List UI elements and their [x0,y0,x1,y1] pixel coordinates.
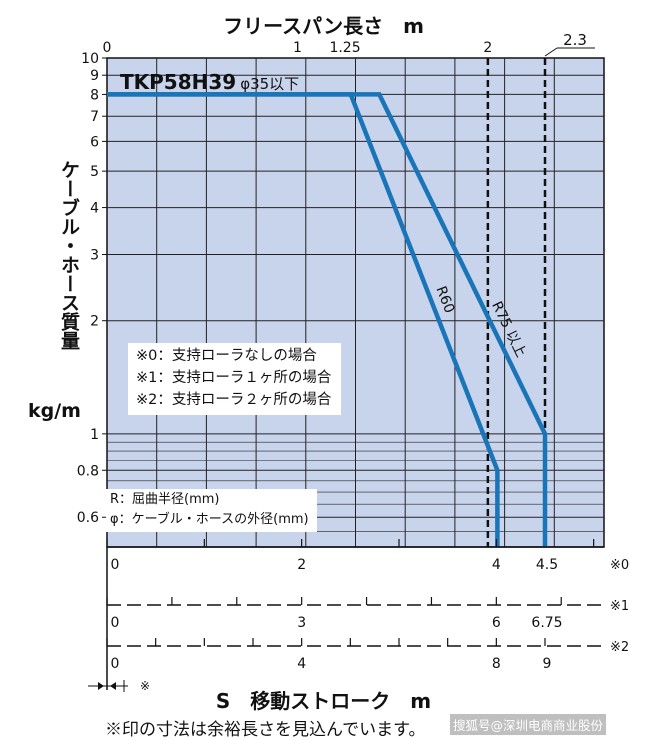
stroke-scale-label-0-4.5: 4.5 [536,557,558,573]
margin-marker-symbol: ※ [140,679,150,693]
stroke-scale-label-1-3: 3 [297,615,306,631]
legend-line-0: ※0：支持ローラなしの場合 [136,348,317,364]
margin-marker-arrow-right [98,682,104,690]
stroke-scale-label-2-9: 9 [543,656,552,672]
product-label: TKP58H39 φ35以下 [120,70,299,94]
top-tick-label-1: 1 [293,40,302,56]
legend-line-1: ※1：支持ローラ１ヶ所の場合 [136,370,332,386]
note-radius: R：屈曲半径(mm) [110,492,220,507]
bottom-axis-title: S 移動ストローク m [215,689,432,713]
y-tick-label-1: 1 [90,427,99,443]
y-tick-label-3: 3 [90,248,99,264]
product-diameter: φ35以下 [240,75,300,93]
left-axis-unit: kg/m [28,400,81,422]
stroke-scale-label-1-6: 6 [492,615,501,631]
stroke-scale-label-2-0: 0 [111,656,120,672]
y-tick-label-0.6: 0.6 [77,510,99,526]
stroke-scale-label-1-6.75: 6.75 [531,615,562,631]
footnote: ※印の寸法は余裕長さを見込んでいます。 [105,720,426,740]
support-roller-legend: ※0：支持ローラなしの場合 ※1：支持ローラ１ヶ所の場合 ※2：支持ローラ２ヶ所… [128,343,342,415]
stroke-scale-label-0-0: 0 [111,557,120,573]
y-tick-label-0.8: 0.8 [77,463,99,479]
note-diameter: φ：ケーブル・ホースの外径(mm) [110,512,309,527]
margin-marker-arrow-left [110,682,116,690]
stroke-scale-label-0-4: 4 [492,557,501,573]
left-axis-title: ケーブル・ホース質量 [58,160,80,350]
top-tick-label-2.3: 2.3 [563,31,587,49]
stroke-scale-label-0-2: 2 [297,557,306,573]
y-tick-label-6: 6 [90,134,99,150]
top-tick-label-0: 0 [103,40,112,56]
stroke-scale-label-2-8: 8 [492,656,501,672]
stroke-scale-marker-2: ※2 [610,640,629,655]
y-tick-label-2: 2 [90,314,99,330]
y-tick-label-8: 8 [90,87,99,103]
stroke-scale-marker-1: ※1 [610,599,629,614]
top-tick-label-1.25: 1.25 [329,40,360,56]
y-tick-label-4: 4 [90,201,99,217]
stroke-scale-marker-0: ※0 [610,558,629,573]
top-tick-leader-2.3 [544,47,558,57]
legend-line-2: ※2：支持ローラ２ヶ所の場合 [136,392,332,408]
top-tick-label-2: 2 [483,40,492,56]
symbol-note: R：屈曲半径(mm) φ：ケーブル・ホースの外径(mm) [106,489,317,532]
y-tick-label-5: 5 [90,164,99,180]
y-tick-label-10: 10 [81,51,99,67]
y-tick-label-7: 7 [90,109,99,125]
series-line-1 [107,92,548,547]
stroke-scale-label-1-0: 0 [111,615,120,631]
stroke-scale-label-2-4: 4 [297,656,306,672]
y-tick-label-9: 9 [90,68,99,84]
top-axis-title: フリースパン長さ m [223,14,424,38]
product-code: TKP58H39 [120,70,237,94]
watermark: 搜狐号@深圳电商商业股份 [450,714,607,735]
